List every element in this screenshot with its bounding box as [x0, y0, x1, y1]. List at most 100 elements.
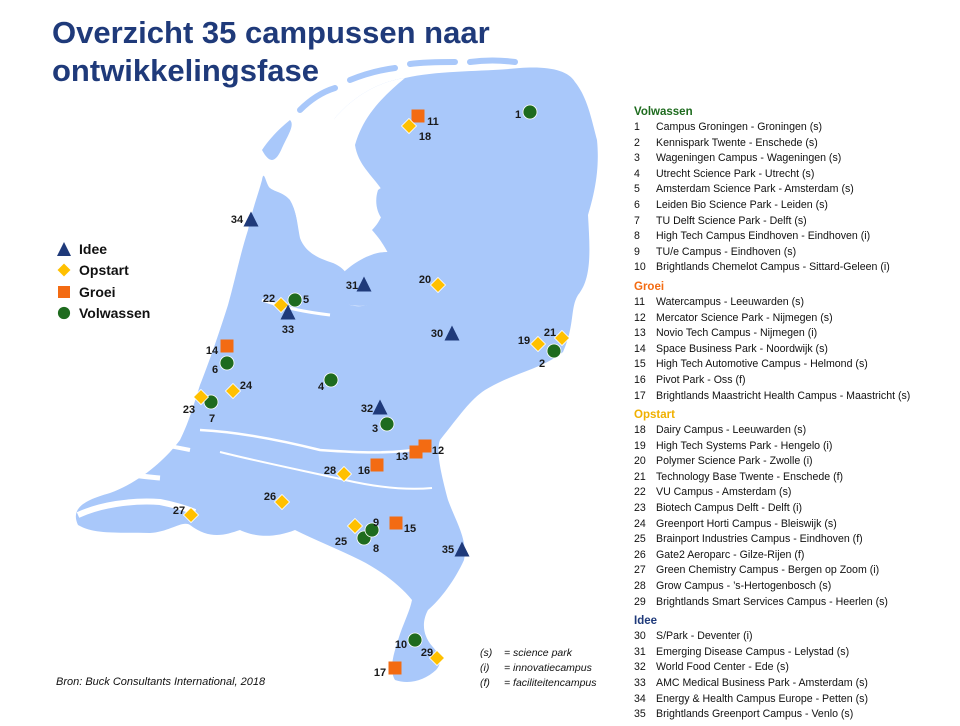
circle-icon: [407, 632, 423, 648]
diamond-icon: [56, 262, 72, 278]
item-number: 6: [634, 198, 640, 211]
campus-number-label: 17: [374, 667, 386, 679]
note-key: (i): [480, 662, 490, 674]
list-item: 4 Utrecht Science Park - Utrecht (s): [634, 167, 954, 183]
campus-marker-30: [444, 325, 460, 341]
circle-icon: [219, 355, 235, 371]
list-item: 23 Biotech Campus Delft - Delft (i): [634, 501, 954, 517]
campus-number-label: 33: [282, 324, 294, 336]
campus-marker-33: [280, 304, 296, 320]
campus-marker-16: [370, 458, 384, 472]
note-text: = faciliteitencampus: [504, 677, 597, 689]
campus-marker-35: [454, 541, 470, 557]
item-number: 5: [634, 183, 640, 196]
campus-marker-26: [273, 493, 291, 511]
list-item: 20 Polymer Science Park - Zwolle (i): [634, 454, 954, 470]
group-volwassen: Volwassen 1 Campus Groningen - Groningen (…: [634, 104, 954, 276]
campus-list: Volwassen 1 Campus Groningen - Groningen (…: [634, 104, 954, 726]
legend-label: Idee: [79, 240, 108, 257]
campus-marker-6: [219, 355, 235, 371]
item-number: 16: [634, 373, 646, 386]
item-number: 24: [634, 517, 646, 530]
item-number: 2: [634, 136, 640, 149]
diamond-icon: [553, 329, 571, 347]
item-text: Brightlands Greenport Campus - Venlo (s): [656, 708, 854, 721]
item-text: Watercampus - Leeuwarden (s): [656, 295, 804, 308]
item-text: Utrecht Science Park - Utrecht (s): [656, 167, 815, 180]
triangle-icon: [444, 325, 460, 341]
square-icon: [389, 516, 403, 530]
item-number: 21: [634, 470, 646, 483]
campus-number-label: 27: [173, 505, 185, 517]
campus-number-label: 4: [318, 381, 325, 393]
water-westerschelde: [76, 498, 197, 518]
item-number: 14: [634, 342, 646, 355]
item-text: Dairy Campus - Leeuwarden (s): [656, 424, 807, 437]
note-key: (f): [480, 677, 490, 689]
campus-marker-24: [224, 382, 242, 400]
list-item: 29 Brightlands Smart Services Campus - He…: [634, 595, 954, 611]
item-number: 27: [634, 564, 646, 577]
item-number: 25: [634, 533, 646, 546]
water-oosterschelde: [94, 467, 161, 481]
diamond-icon: [335, 465, 353, 483]
item-number: 33: [634, 677, 646, 689]
diamond-icon: [182, 506, 200, 524]
item-text: Mercator Science Park - Nijmegen (s): [656, 311, 833, 324]
item-text: Kennispark Twente - Enschede (s): [656, 136, 818, 149]
item-number: 19: [634, 439, 646, 452]
campus-marker-29: [428, 649, 446, 667]
list-item: 33 AMC Medical Business Park - Amsterdam …: [634, 676, 954, 692]
campus-marker-14: [220, 339, 234, 353]
campus-marker-32: [372, 399, 388, 415]
item-number: 22: [634, 486, 646, 499]
item-text: VU Campus - Amsterdam (s): [656, 486, 792, 499]
campus-marker-18: [400, 117, 418, 135]
diamond-icon: [273, 493, 291, 511]
item-text: S/Park - Deventer (i): [656, 630, 753, 643]
list-item: 27 Green Chemistry Campus - Bergen op Zoo…: [634, 563, 954, 579]
campus-number-label: 25: [335, 536, 347, 548]
item-text: Technology Base Twente - Enschede (f): [656, 470, 844, 483]
campus-marker-13: [409, 445, 423, 459]
item-number: 18: [634, 424, 646, 437]
list-item: 7 TU Delft Science Park - Delft (s): [634, 214, 954, 230]
list-item: 19 High Tech Systems Park - Hengelo (i): [634, 439, 954, 455]
diamond-icon: [429, 276, 447, 294]
campus-marker-20: [429, 276, 447, 294]
list-item: 9 TU/e Campus - Eindhoven (s): [634, 245, 954, 261]
item-text: Energy & Health Campus Europe - Petten (…: [656, 692, 868, 705]
circle-icon: [323, 372, 339, 388]
square-icon: [411, 109, 425, 123]
list-item: 34 Energy & Health Campus Europe - Petten…: [634, 692, 954, 708]
list-item: 5 Amsterdam Science Park - Amsterdam (s): [634, 182, 954, 198]
water-noordzeekanaal: [261, 298, 331, 317]
item-text: High Tech Campus Eindhoven - Eindhoven (…: [656, 230, 871, 243]
item-text: Greenport Horti Campus - Bleiswijk (s): [656, 517, 837, 530]
land-flevoland: [336, 252, 409, 306]
item-text: Brightlands Smart Services Campus - Heer…: [656, 595, 888, 608]
item-number: 13: [634, 327, 646, 340]
diamond-icon: [224, 382, 242, 400]
campus-number-label: 8: [373, 543, 379, 555]
water-ijsselmeer: [290, 78, 405, 307]
campus-marker-5: [287, 292, 303, 308]
campus-marker-4: [323, 372, 339, 388]
group-title: Idee: [634, 615, 658, 628]
item-text: Wageningen Campus - Wageningen (s): [656, 152, 842, 165]
item-text: Emerging Disease Campus - Lelystad (s): [656, 645, 850, 658]
item-number: 23: [634, 502, 646, 515]
square-icon: [56, 284, 72, 300]
list-item: 15 High Tech Automotive Campus - Helmond …: [634, 357, 954, 373]
diamond-icon: [428, 649, 446, 667]
campus-number-label: 31: [346, 280, 358, 292]
list-item: 10 Brightlands Chemelot Campus - Sittard-…: [634, 260, 954, 276]
item-number: 7: [634, 214, 640, 227]
circle-icon: [56, 305, 72, 321]
list-item: 6 Leiden Bio Science Park - Leiden (s): [634, 198, 954, 214]
group-title: Opstart: [634, 409, 675, 422]
campus-number-label: 35: [442, 544, 454, 556]
campus-number-label: 9: [373, 517, 379, 529]
item-text: Green Chemistry Campus - Bergen op Zoom …: [656, 564, 880, 577]
map-legend: Idee Opstart Groei Volwassen: [56, 238, 150, 324]
